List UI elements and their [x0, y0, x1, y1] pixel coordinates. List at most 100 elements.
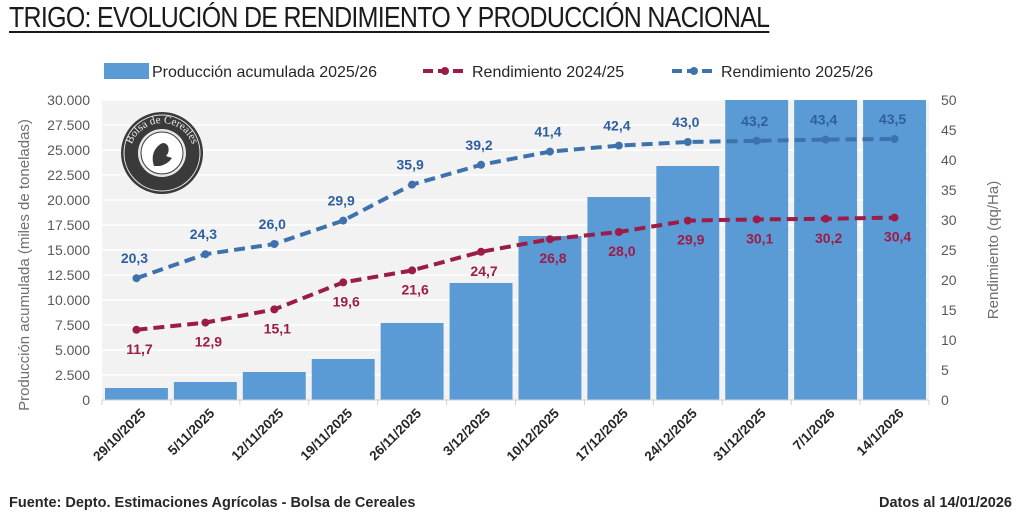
x-tick-label: 12/11/2025 — [229, 405, 287, 463]
y-right-tick-label: 40 — [941, 152, 957, 168]
data-label: 11,7 — [126, 341, 153, 357]
data-point — [270, 305, 279, 314]
data-label: 26,8 — [539, 250, 566, 266]
x-tick-label: 19/11/2025 — [297, 405, 355, 463]
data-point — [890, 213, 899, 222]
y-right-tick-label: 10 — [941, 332, 957, 348]
bolsa-de-cereales-seal-icon: Bolsa de Cereales — [121, 112, 203, 194]
data-point — [477, 160, 486, 169]
y-right-tick-label: 25 — [941, 242, 957, 258]
x-tick-label: 5/11/2025 — [165, 405, 218, 458]
data-label: 24,3 — [190, 226, 217, 242]
y-right-tick-label: 15 — [941, 302, 957, 318]
x-tick-label: 24/12/2025 — [642, 405, 701, 464]
y-left-tick-label: 30.000 — [47, 92, 90, 108]
y-right-tick-label: 5 — [941, 362, 949, 378]
x-tick-label: 31/12/2025 — [710, 405, 769, 464]
bar — [656, 166, 720, 400]
bar — [518, 236, 582, 400]
x-tick-label: 10/12/2025 — [504, 405, 563, 464]
x-tick-label: 17/12/2025 — [573, 405, 632, 464]
y-left-tick-label: 20.000 — [47, 192, 90, 208]
legend: Producción acumulada 2025/26 Rendimiento … — [104, 63, 873, 81]
bar — [380, 323, 444, 400]
bar — [105, 388, 168, 400]
data-point — [614, 228, 623, 236]
data-label: 43,4 — [810, 112, 837, 128]
y-left-tick-label: 15.000 — [47, 242, 90, 258]
y-right-tick-label: 35 — [941, 182, 957, 198]
series-rendimiento-2024-25 — [132, 213, 899, 334]
data-label: 24,7 — [470, 263, 497, 279]
data-label: 20,3 — [121, 250, 148, 266]
data-point — [408, 180, 417, 189]
data-point — [752, 215, 761, 224]
bars — [105, 100, 926, 400]
y-left-tick-label: 5.000 — [55, 342, 90, 358]
data-point — [890, 135, 899, 143]
series-line — [136, 215, 895, 332]
data-point — [201, 250, 210, 259]
y-left-tick-label: 25.000 — [47, 142, 90, 158]
y-left-tick-label: 10.000 — [47, 292, 90, 308]
data-label: 28,0 — [608, 243, 635, 259]
y-right-tick-label: 45 — [941, 122, 957, 138]
x-tick-label: 26/11/2025 — [366, 405, 424, 463]
data-point — [339, 278, 348, 287]
y-left-tick-label: 27.500 — [47, 117, 90, 133]
data-point — [132, 274, 141, 283]
data-label: 41,4 — [534, 124, 561, 140]
x-tick-label: 7/1/2026 — [790, 405, 838, 453]
data-label: 43,0 — [672, 114, 699, 130]
x-axis: 29/10/2025 5/11/2025 12/11/2025 19/11/2025 2… — [90, 399, 930, 464]
data-label: 29,9 — [328, 193, 355, 209]
x-tick-label: 3/12/2025 — [440, 405, 493, 458]
data-point — [545, 147, 554, 156]
data-date: Datos al 14/01/2026 — [878, 495, 1012, 511]
legend-label-2025-26: Rendimiento 2025/26 — [721, 64, 873, 81]
bar — [725, 100, 789, 400]
data-point — [339, 216, 348, 225]
y-axis-left: 0 2.500 5.000 7.500 10.000 12.500 15.000 17.500… — [47, 92, 90, 408]
data-point — [270, 240, 279, 248]
data-point — [821, 214, 830, 223]
legend-label-produccion: Producción acumulada 2025/26 — [152, 64, 377, 81]
data-label: 21,6 — [402, 281, 429, 297]
y-left-tick-label: 12.500 — [47, 267, 90, 283]
data-point — [683, 216, 692, 225]
data-label: 35,9 — [397, 157, 424, 173]
y-left-tick-label: 0 — [82, 392, 90, 408]
y-right-tick-label: 20 — [941, 272, 957, 288]
data-point — [752, 136, 761, 145]
source-note: Fuente: Depto. Estimaciones Agrícolas - … — [9, 495, 416, 511]
series-line — [135, 137, 895, 281]
chart-title: TRIGO: EVOLUCIÓN DE RENDIMIENTO Y PRODUC… — [9, 2, 770, 34]
legend-label-2024-25: Rendimiento 2024/25 — [472, 64, 624, 81]
bar — [173, 382, 237, 400]
bar — [242, 372, 306, 400]
legend-2024-25-marker — [441, 67, 449, 75]
bar — [449, 283, 513, 400]
data-label: 15,1 — [264, 320, 291, 336]
y-left-tick-label: 2.500 — [55, 367, 90, 383]
data-point — [132, 325, 141, 334]
data-point — [408, 266, 417, 275]
data-point — [683, 138, 692, 146]
data-label: 39,2 — [465, 137, 492, 153]
x-tick-label: 29/10/2025 — [90, 405, 149, 464]
y-axis-right: 0 5 10 15 20 25 30 35 40 45 50 — [941, 92, 957, 408]
x-tick-label: 14/1/2026 — [854, 405, 907, 458]
data-labels: 11,7 12,9 15,1 19,6 21,6 24,7 26,8 28,0 29,9 30,1… — [121, 111, 912, 357]
y-right-tick-label: 30 — [941, 212, 957, 228]
data-point — [201, 318, 210, 327]
y-axis-right-title: Rendimiento (qq/Ha) — [985, 181, 1002, 319]
data-point — [545, 235, 554, 244]
y-right-tick-label: 50 — [941, 92, 957, 108]
data-point — [821, 135, 830, 144]
y-left-tick-label: 17.500 — [47, 217, 90, 233]
data-label: 30,4 — [884, 229, 911, 245]
data-label: 26,0 — [259, 216, 286, 232]
y-right-tick-label: 0 — [941, 392, 949, 408]
data-point — [477, 247, 486, 256]
